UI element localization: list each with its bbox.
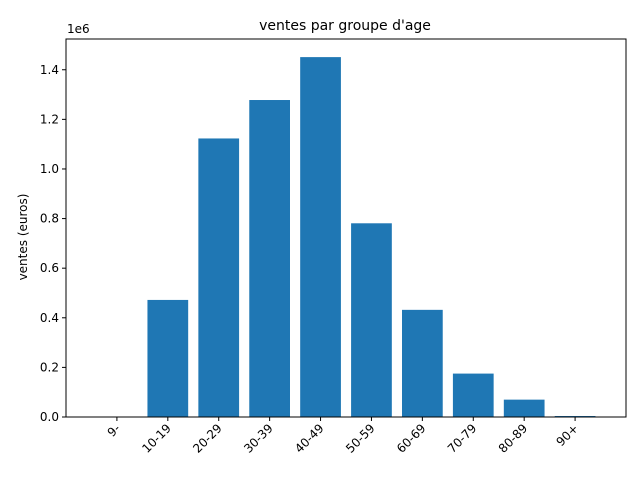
x-tick-label: 60-69 (394, 421, 429, 456)
bar-80-89 (503, 399, 545, 417)
x-tick-label: 10-19 (139, 421, 174, 456)
axes-frame (65, 38, 627, 418)
bar-50-59 (351, 223, 392, 417)
x-tick-label: 30-39 (241, 421, 276, 456)
x-axis-ticks: 9- 10-19 20-29 30-39 40-49 50-59 60-69 70-79 80-… (105, 417, 581, 456)
bar-20-29 (198, 138, 240, 417)
bar-30-39 (249, 100, 290, 418)
x-tick-label: 70-79 (445, 421, 480, 456)
x-tick-label: 20-29 (190, 421, 225, 456)
x-tick-label: 90+ (553, 421, 581, 449)
chart-title: ventes par groupe d'age (259, 18, 431, 34)
y-tick-label: 0.0 (40, 410, 59, 424)
x-tick-label: 40-49 (292, 421, 327, 456)
y-tick-label: 0.6 (40, 261, 59, 275)
bar-60-69 (402, 309, 443, 417)
y-tick-label: 1.4 (40, 63, 59, 77)
y-axis-ticks: 0.0 0.2 0.4 0.6 0.8 1.0 1.2 1.4 (40, 63, 66, 424)
y-axis-label: ventes (euros) (16, 194, 30, 281)
y-axis-offset-text: 1e6 (67, 22, 90, 36)
bar-10-19 (147, 299, 189, 417)
x-tick-label: 50-59 (343, 421, 378, 456)
y-tick-label: 1.2 (40, 112, 59, 126)
x-tick-label: 80-89 (496, 421, 531, 456)
bars (147, 57, 596, 418)
y-tick-label: 1.0 (40, 162, 59, 176)
y-tick-label: 0.8 (40, 212, 59, 226)
bar-70-79 (452, 373, 494, 417)
bar-40-49 (300, 57, 341, 418)
y-tick-label: 0.4 (40, 311, 59, 325)
y-tick-label: 0.2 (40, 360, 59, 374)
x-tick-label: 9- (105, 421, 123, 439)
